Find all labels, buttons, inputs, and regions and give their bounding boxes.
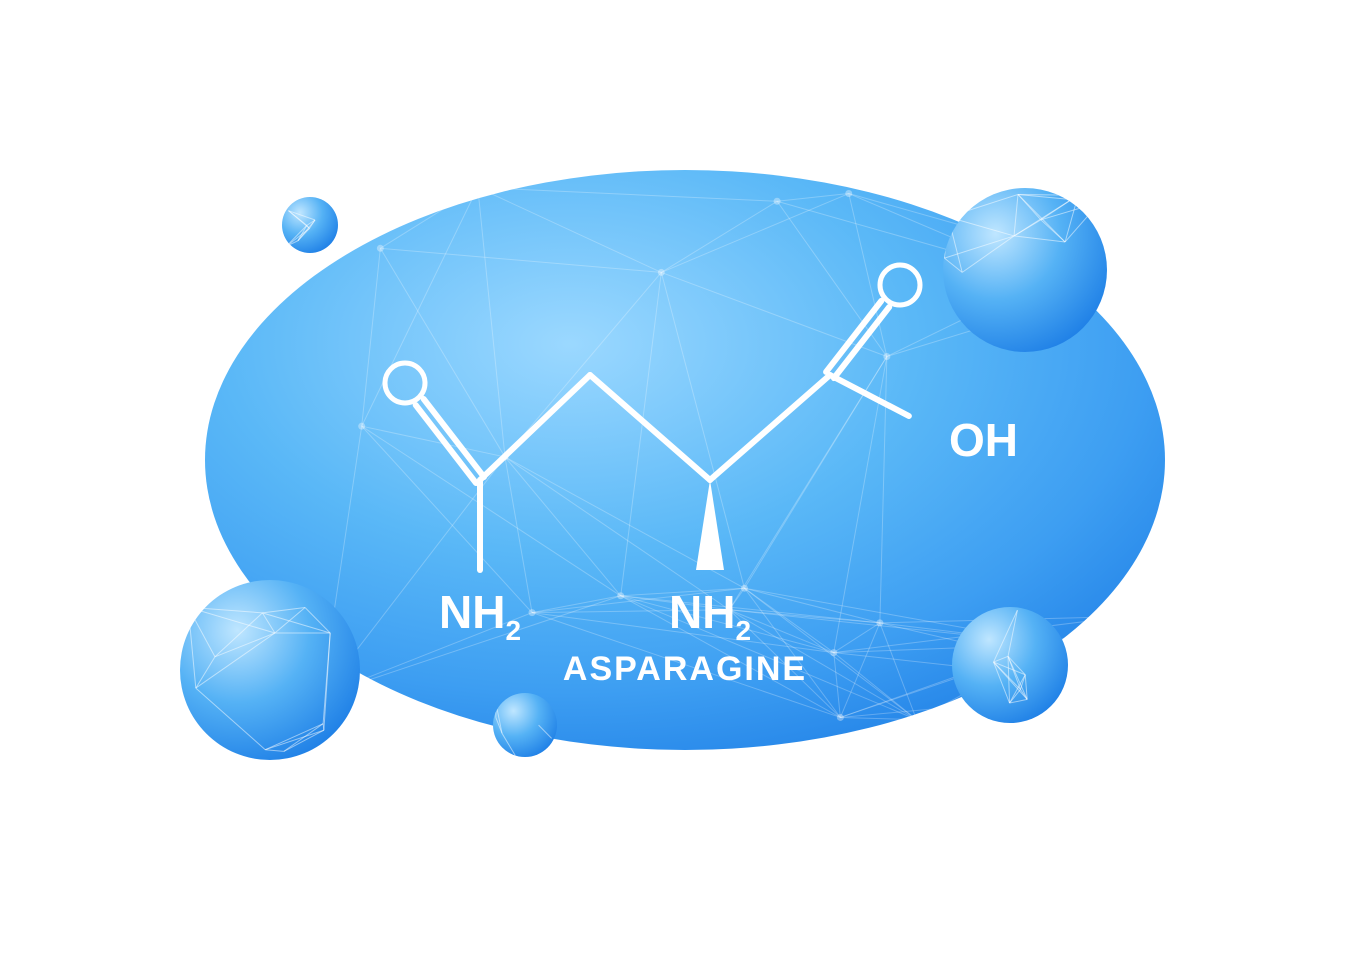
infographic-svg: NH2NH2OHASPARAGINE	[0, 0, 1371, 980]
decorative-sphere	[282, 197, 338, 253]
decorative-sphere	[180, 580, 360, 760]
decorative-sphere	[952, 607, 1068, 723]
stage: NH2NH2OHASPARAGINE	[0, 0, 1371, 980]
label-oh: OH	[949, 414, 1018, 466]
decorative-sphere	[493, 693, 557, 757]
decorative-sphere	[943, 188, 1107, 352]
molecule-title: ASPARAGINE	[563, 650, 807, 688]
